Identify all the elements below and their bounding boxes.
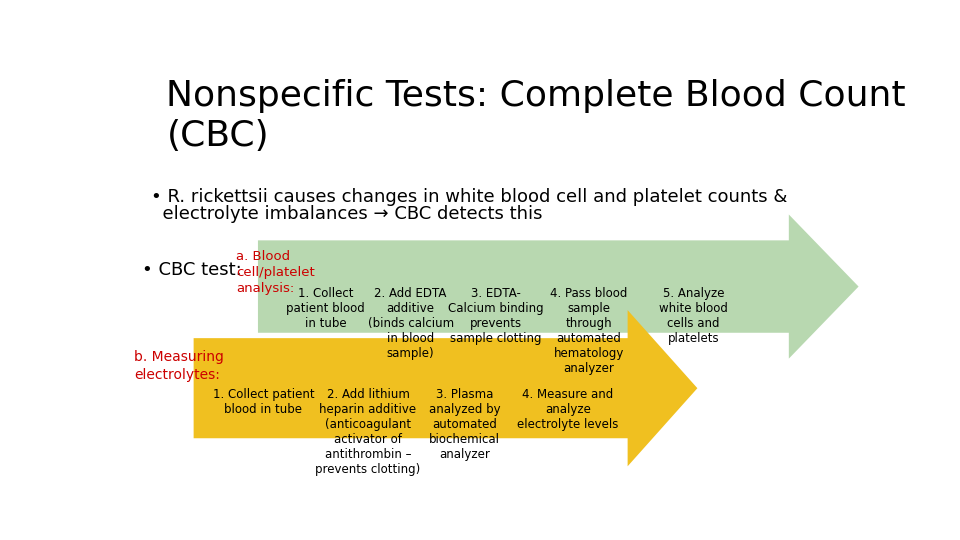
Text: Nonspecific Tests: Complete Blood Count
(CBC): Nonspecific Tests: Complete Blood Count … xyxy=(166,79,906,153)
Text: 5. Analyze
white blood
cells and
platelets: 5. Analyze white blood cells and platele… xyxy=(660,287,728,345)
Text: 3. EDTA-
Calcium binding
prevents
sample clotting: 3. EDTA- Calcium binding prevents sample… xyxy=(448,287,543,345)
Text: 3. Plasma
analyzed by
automated
biochemical
analyzer: 3. Plasma analyzed by automated biochemi… xyxy=(429,388,501,461)
Polygon shape xyxy=(258,214,858,359)
Text: 2. Add lithium
heparin additive
(anticoagulant
activator of
antithrombin –
preve: 2. Add lithium heparin additive (anticoa… xyxy=(316,388,420,476)
Text: • R. rickettsii causes changes in white blood cell and platelet counts &: • R. rickettsii causes changes in white … xyxy=(151,188,787,206)
Text: a. Blood
cell/platelet
analysis:: a. Blood cell/platelet analysis: xyxy=(236,249,315,295)
Text: 2. Add EDTA
additive
(binds calcium
in blood
sample): 2. Add EDTA additive (binds calcium in b… xyxy=(368,287,454,360)
Text: • CBC test:: • CBC test: xyxy=(142,261,242,279)
Text: 1. Collect
patient blood
in tube: 1. Collect patient blood in tube xyxy=(286,287,365,329)
Text: b. Measuring
electrolytes:: b. Measuring electrolytes: xyxy=(134,350,224,382)
Text: electrolyte imbalances → CBC detects this: electrolyte imbalances → CBC detects thi… xyxy=(151,205,542,223)
Text: 4. Pass blood
sample
through
automated
hematology
analyzer: 4. Pass blood sample through automated h… xyxy=(550,287,628,375)
Text: 4. Measure and
analyze
electrolyte levels: 4. Measure and analyze electrolyte level… xyxy=(517,388,618,431)
Text: 1. Collect patient
blood in tube: 1. Collect patient blood in tube xyxy=(212,388,314,416)
Polygon shape xyxy=(194,310,697,466)
